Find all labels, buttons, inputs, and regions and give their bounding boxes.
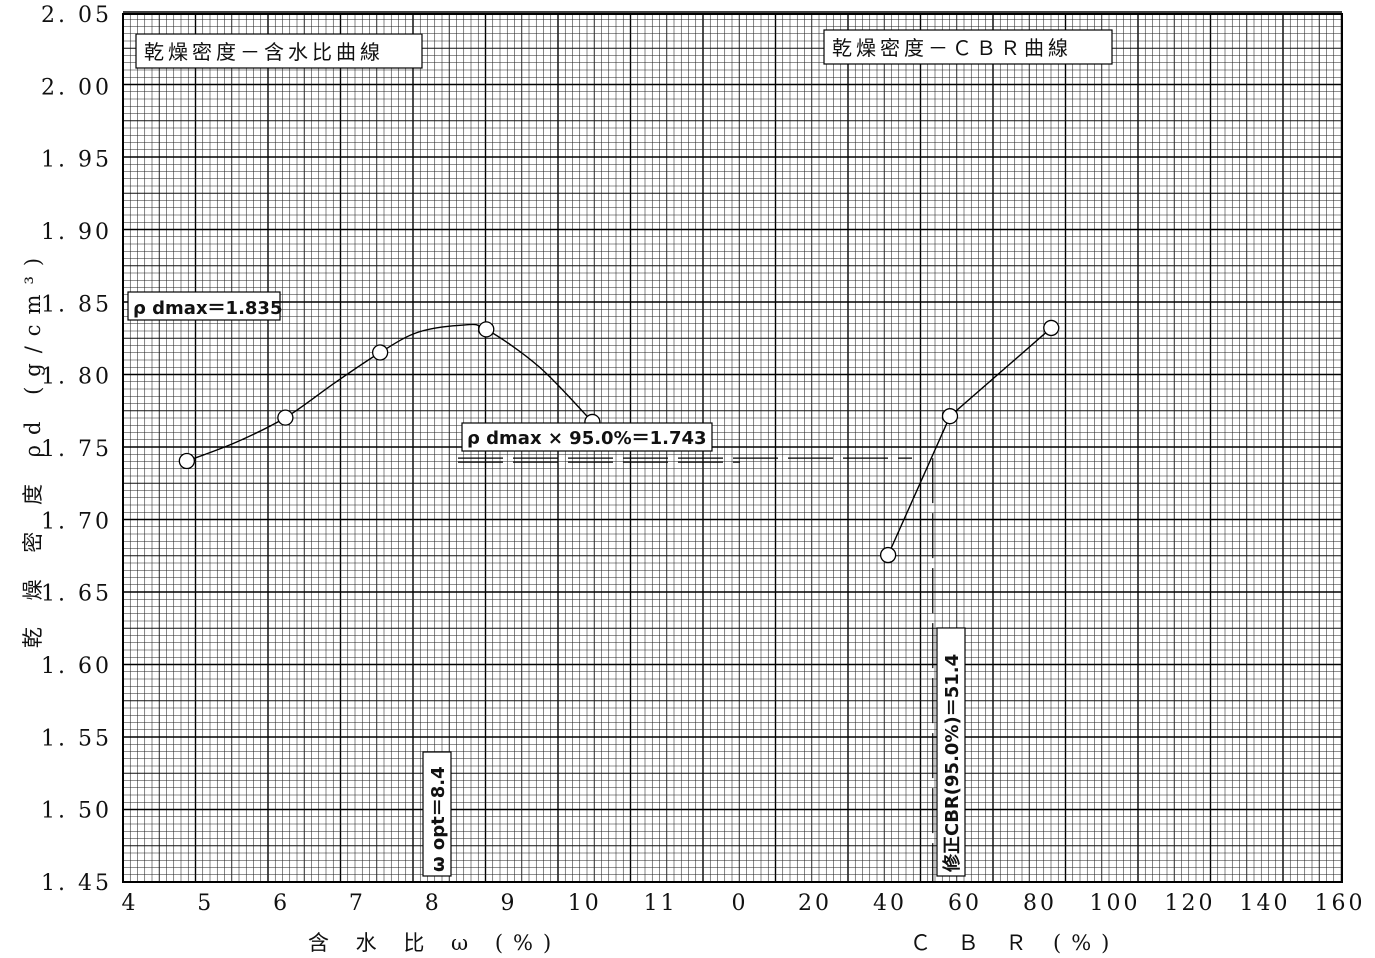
cbr-curve: [887, 327, 1052, 556]
cbr-label: 修正CBR(95.0%)＝51.4: [941, 654, 963, 873]
y-tick-label: 1. 80: [41, 365, 112, 390]
left-panel-title: 乾燥密度－含水比曲線: [144, 40, 384, 64]
compaction-point: [478, 321, 495, 338]
chart-titles: 含 水 比 ω (%) Ｃ Ｂ Ｒ (%) 乾 燥 密 度 ρd (g/cm³) 乾燥…: [21, 29, 1119, 955]
y-tick-label: 1. 45: [41, 871, 112, 896]
x-tick-label-cbr: 120: [1165, 891, 1216, 916]
x-tick-label-cbr: 140: [1240, 891, 1291, 916]
compaction-point: [371, 344, 389, 361]
cbr-point: [1043, 319, 1060, 337]
right-panel-title: 乾燥密度－ＣＢＲ曲線: [832, 36, 1072, 60]
x-tick-label-moisture: 8: [425, 891, 442, 916]
x-tick-label-moisture: 11: [644, 891, 678, 916]
x-tick-label-moisture: 4: [122, 891, 139, 916]
y-tick-label: 1. 85: [41, 292, 112, 317]
y-tick-label: 1. 65: [41, 582, 112, 607]
x-tick-label-moisture: 10: [568, 891, 602, 916]
rho-95-box: [461, 422, 713, 452]
chart-grid: [122, 11, 1343, 883]
y-tick-label: 1. 50: [41, 799, 112, 824]
x-axis-label-moisture: 含 水 比 ω (%): [308, 931, 561, 955]
y-tick-label: 2. 00: [41, 75, 112, 100]
x-tick-label-cbr: 0: [732, 891, 749, 916]
y-tick-label: 1. 95: [41, 148, 112, 173]
rho-95-label: ρ dmax × 95.0%＝1.743: [467, 428, 707, 449]
compaction-curve: [186, 323, 593, 462]
x-tick-label-cbr: 40: [873, 891, 907, 916]
cbr-point: [941, 408, 959, 425]
w-opt-box: [422, 751, 452, 877]
y-tick-label: 1. 55: [41, 726, 112, 751]
plot-frame: [122, 13, 1343, 883]
x-tick-label-moisture: 5: [197, 891, 214, 916]
y-axis-label: 乾 燥 密 度 ρd (g/cm³): [21, 248, 45, 648]
compaction-point: [277, 409, 294, 426]
tick-labels: 1. 45 1. 50 1. 55 1. 60 1. 65 1. 70 1. 75 1. 80…: [41, 3, 1366, 916]
y-tick-label: 1. 90: [41, 220, 112, 245]
right-panel-title-box: [823, 29, 1113, 65]
y-tick-label: 1. 70: [41, 509, 112, 534]
rho-dmax-label: ρ dmax＝1.835: [133, 298, 282, 319]
y-tick-label: 2. 05: [41, 3, 112, 28]
x-tick-label-cbr: 60: [948, 891, 982, 916]
compaction-point: [178, 452, 196, 470]
x-tick-label-cbr: 100: [1090, 891, 1141, 916]
x-axis-label-cbr: Ｃ Ｂ Ｒ (%): [910, 931, 1119, 955]
annotations: ρ dmax＝1.835 ρ dmax × 95.0%＝1.743 ω opt＝8.…: [127, 291, 966, 882]
left-panel-title-box: [135, 33, 423, 69]
cbr-box: [936, 627, 966, 877]
rho-dmax-box: [127, 291, 281, 321]
x-tick-label-cbr: 20: [798, 891, 832, 916]
x-tick-label-moisture: 9: [501, 891, 518, 916]
y-tick-label: 1. 75: [41, 437, 112, 462]
w-opt-label: ω opt＝8.4: [428, 766, 449, 872]
x-tick-label-moisture: 6: [273, 891, 290, 916]
cbr-point: [879, 546, 897, 564]
y-tick-label: 1. 60: [41, 654, 112, 679]
x-tick-label-cbr: 160: [1315, 891, 1366, 916]
x-tick-label-cbr: 80: [1023, 891, 1057, 916]
data-series: [178, 319, 1060, 564]
x-tick-label-moisture: 7: [349, 891, 366, 916]
